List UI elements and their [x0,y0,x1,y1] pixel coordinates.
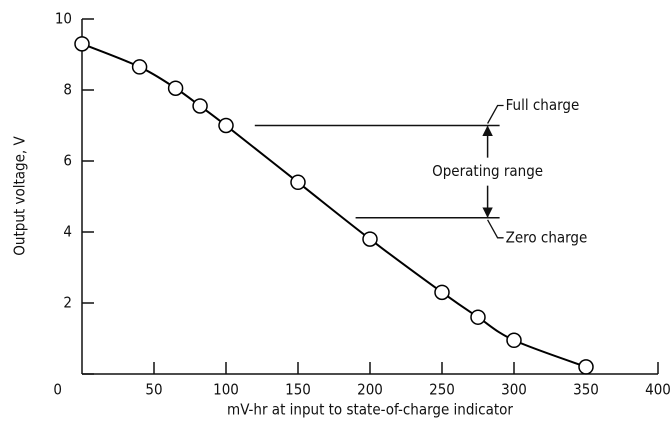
data-point [131,59,148,75]
y-tick-label: 8 [63,81,72,99]
x-tick-label: 200 [357,381,383,399]
y-tick-label: 2 [63,294,72,312]
y-tick-label: 4 [63,223,72,241]
data-point [218,117,234,134]
x-tick-label: 400 [645,381,671,399]
reference-label: Full charge [506,96,580,114]
data-point [434,284,450,301]
data-point [167,80,184,96]
leader [487,104,504,124]
x-tick-label: 50 [145,381,162,399]
data-point [362,231,378,247]
data-point [74,36,90,52]
y-tick-label: 6 [63,152,72,170]
data-point [506,332,522,349]
y-axis-label: Output voltage, V [11,136,29,256]
data-line [81,42,587,368]
y-tick-label: 0 [53,381,62,399]
x-tick-label: 150 [285,381,311,399]
data-point [192,98,208,114]
x-tick-label: 250 [429,381,455,399]
leader [487,219,504,239]
range-label: Operating range [432,162,543,180]
data-point [290,174,306,191]
x-tick-label: 100 [213,381,239,399]
x-tick-label: 350 [573,381,599,399]
x-tick-label: 300 [501,381,527,399]
x-axis-label: mV-hr at input to state-of-charge indica… [227,401,513,419]
data-point [470,309,486,325]
data-point [578,359,594,375]
reference-label: Zero charge [506,228,588,246]
y-tick-label: 10 [55,10,72,28]
